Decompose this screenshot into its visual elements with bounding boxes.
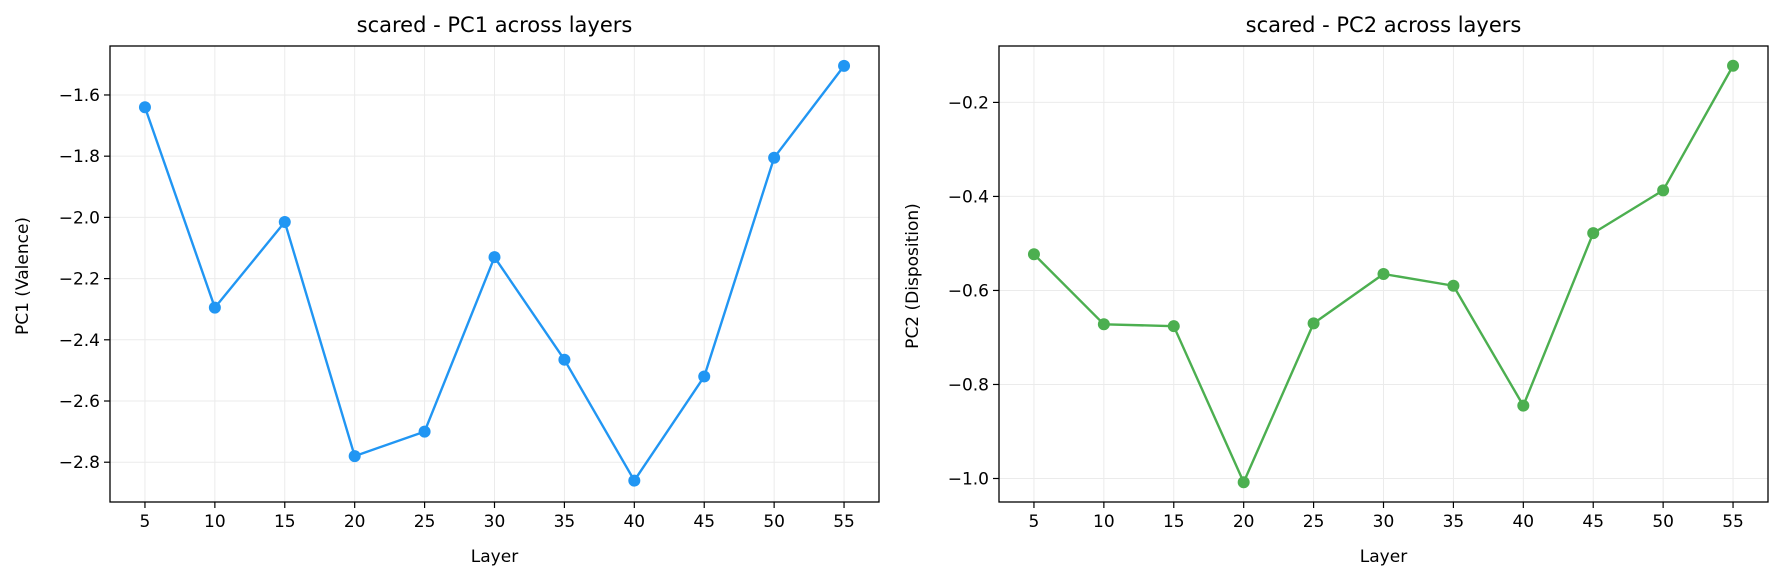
pc1-x-tick-label: 40 xyxy=(623,512,645,532)
pc2-data-point-layer-50 xyxy=(1657,184,1670,197)
pc2-x-tick-label: 35 xyxy=(1443,512,1465,532)
pc2-panel: scared - PC2 across layers Layer PC2 (Di… xyxy=(903,13,1769,567)
pc1-data-point-layer-25 xyxy=(418,425,431,438)
pc2-y-tick-label: −0.2 xyxy=(948,93,989,113)
pc1-chart-title: scared - PC1 across layers xyxy=(357,13,633,37)
pc2-y-tick-label: −0.4 xyxy=(948,187,989,207)
pc1-data-point-layer-5 xyxy=(138,101,151,114)
pc1-data-point-layer-50 xyxy=(768,151,781,164)
pc2-data-point-layer-20 xyxy=(1237,476,1250,489)
pc2-x-tick-label: 45 xyxy=(1582,512,1604,532)
pc1-x-tick-label: 10 xyxy=(204,512,226,532)
pc1-x-axis-label: Layer xyxy=(471,547,518,567)
pc1-y-tick-label: −2.8 xyxy=(59,453,100,473)
pc1-data-point-layer-40 xyxy=(628,474,641,487)
pc1-y-tick-label: −1.6 xyxy=(59,86,100,106)
pc1-x-tick-label: 20 xyxy=(344,512,366,532)
pc1-x-tick-label: 35 xyxy=(554,512,576,532)
pc1-y-tick-label: −1.8 xyxy=(59,147,100,167)
pc1-x-tick-label: 15 xyxy=(274,512,296,532)
pc2-x-tick-label: 10 xyxy=(1093,512,1115,532)
pc2-y-tick-label: −0.8 xyxy=(948,375,989,395)
pc2-data-point-layer-25 xyxy=(1307,317,1320,330)
pc1-y-tick-label: −2.2 xyxy=(59,270,100,290)
pc1-y-axis-label: PC1 (Valence) xyxy=(13,217,33,335)
pc2-data-point-layer-10 xyxy=(1097,318,1110,331)
pc1-x-tick-label: 45 xyxy=(693,512,715,532)
pc1-x-tick-label: 30 xyxy=(484,512,506,532)
pc1-data-point-layer-15 xyxy=(278,215,291,228)
pc1-x-tick-label: 55 xyxy=(833,512,855,532)
pc1-panel: scared - PC1 across layers Layer PC1 (Va… xyxy=(13,13,880,567)
pc1-x-tick-label: 50 xyxy=(763,512,785,532)
pc2-x-tick-label: 20 xyxy=(1233,512,1255,532)
pc2-x-tick-label: 5 xyxy=(1029,512,1040,532)
pc2-data-point-layer-30 xyxy=(1377,268,1390,280)
pc2-x-tick-label: 25 xyxy=(1303,512,1325,532)
pc2-data-point-layer-55 xyxy=(1727,59,1740,72)
pc2-y-tick-label: −0.6 xyxy=(948,281,989,301)
pc1-data-point-layer-20 xyxy=(348,450,361,463)
pc2-data-point-layer-15 xyxy=(1167,320,1180,333)
pc2-data-point-layer-35 xyxy=(1447,279,1460,292)
pc1-y-tick-label: −2.6 xyxy=(59,392,100,412)
pc1-data-point-layer-55 xyxy=(838,59,851,72)
pc2-data-point-layer-45 xyxy=(1587,227,1600,240)
pc1-x-tick-label: 5 xyxy=(140,512,151,532)
pc2-y-tick-label: −1.0 xyxy=(948,469,989,489)
pc2-x-tick-label: 30 xyxy=(1373,512,1395,532)
pc1-data-point-layer-45 xyxy=(698,370,711,383)
pc1-y-tick-label: −2.0 xyxy=(59,208,100,228)
pc1-x-tick-label: 25 xyxy=(414,512,436,532)
pc2-x-tick-label: 55 xyxy=(1722,512,1744,532)
pc1-data-point-layer-30 xyxy=(488,251,501,264)
pc2-x-tick-label: 40 xyxy=(1512,512,1534,532)
pc2-y-axis-label: PC2 (Disposition) xyxy=(903,203,923,349)
pc2-x-tick-label: 15 xyxy=(1163,512,1185,532)
pc2-x-axis-label: Layer xyxy=(1360,547,1407,567)
pc1-y-tick-label: −2.4 xyxy=(59,331,100,351)
pc2-x-tick-label: 50 xyxy=(1652,512,1674,532)
pc1-data-point-layer-10 xyxy=(208,301,221,314)
pc1-data-point-layer-35 xyxy=(558,353,571,366)
pc2-data-point-layer-5 xyxy=(1027,248,1040,261)
pc2-data-point-layer-40 xyxy=(1517,399,1530,412)
pc2-chart-title: scared - PC2 across layers xyxy=(1246,13,1522,37)
